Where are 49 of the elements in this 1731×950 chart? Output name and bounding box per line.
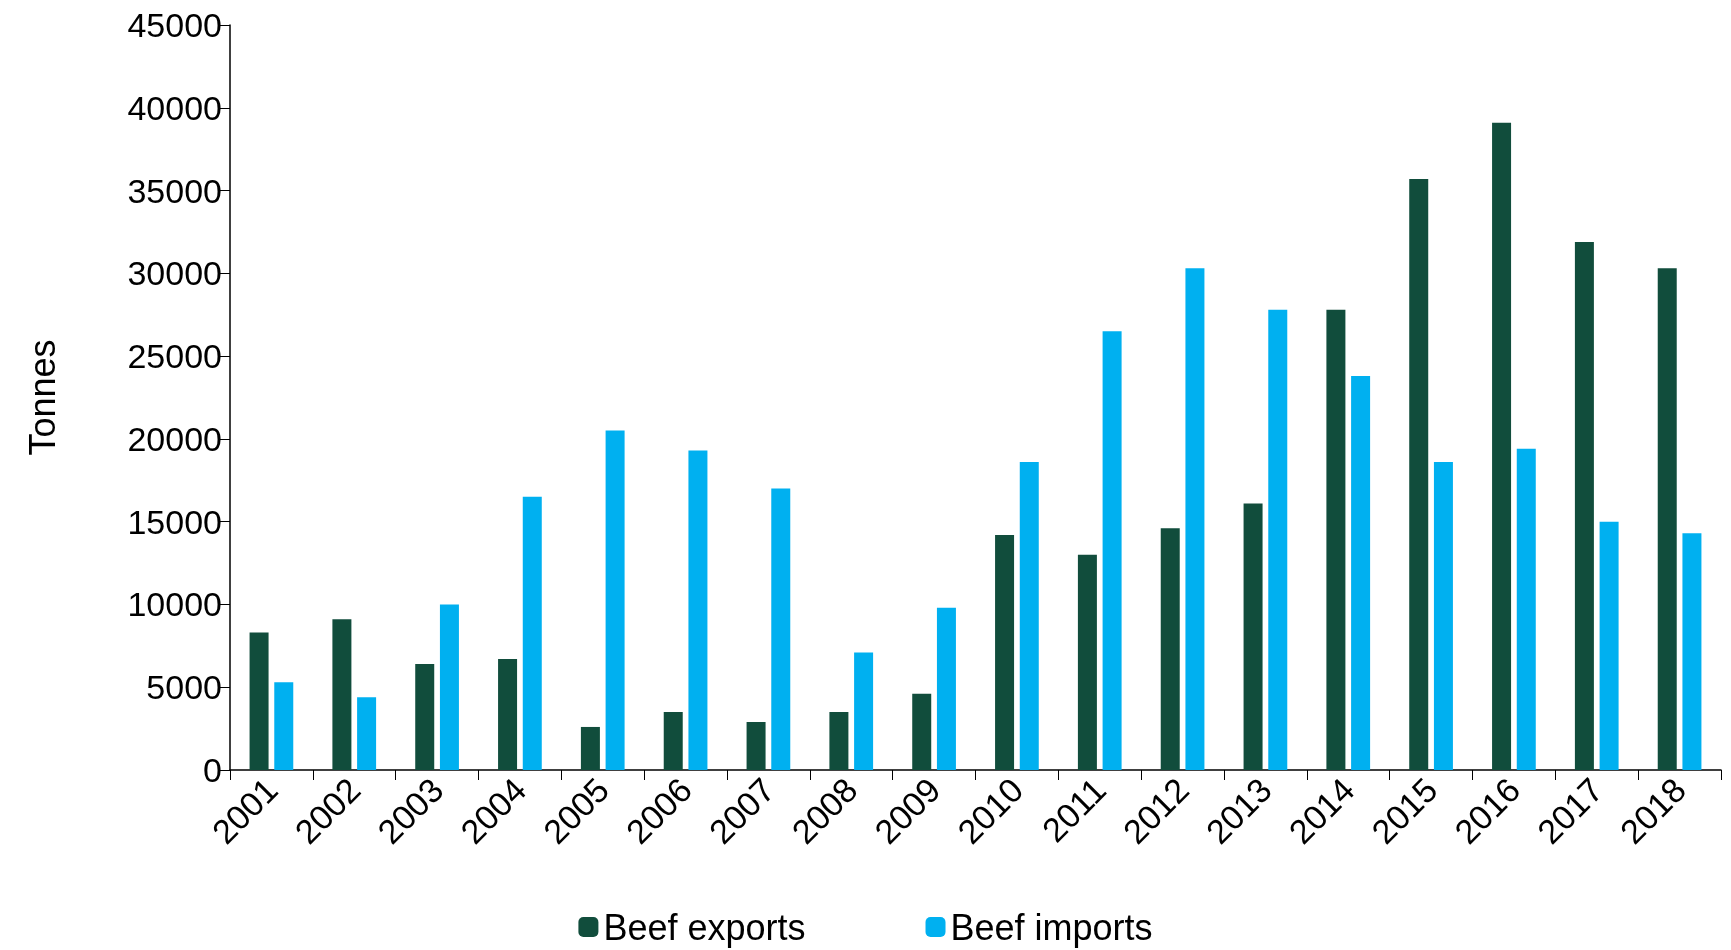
- bar: [1077, 554, 1097, 770]
- bar: [1351, 375, 1371, 770]
- bar: [1516, 448, 1536, 770]
- bar: [498, 659, 518, 770]
- y-tick-label: 10000: [127, 585, 222, 624]
- bar: [1243, 503, 1263, 770]
- bar: [249, 632, 269, 770]
- y-tick-label: 5000: [146, 668, 222, 707]
- bar: [1409, 178, 1429, 770]
- y-axis-title: Tonnes: [21, 339, 63, 456]
- bar: [854, 652, 874, 770]
- bar: [995, 534, 1015, 770]
- legend-label: Beef imports: [950, 906, 1153, 948]
- y-tick-label: 45000: [127, 6, 222, 44]
- bar: [663, 712, 683, 770]
- bar: [1019, 462, 1039, 770]
- bar: [1657, 268, 1677, 770]
- y-tick-label: 30000: [127, 254, 222, 293]
- bar: [912, 693, 932, 770]
- bar: [332, 619, 352, 770]
- bar: [357, 697, 377, 770]
- bar: [580, 726, 600, 770]
- bar: [1599, 521, 1619, 770]
- bar: [936, 607, 956, 770]
- bar: [605, 430, 625, 770]
- y-tick-label: 40000: [127, 88, 222, 127]
- bar: [1102, 331, 1122, 770]
- bar: [1185, 268, 1205, 770]
- y-tick-label: 0: [203, 751, 222, 789]
- bar: [1574, 241, 1594, 770]
- bar: [829, 712, 849, 770]
- bar: [1326, 309, 1346, 770]
- bar: [1433, 462, 1453, 770]
- legend-label: Beef exports: [603, 906, 806, 948]
- bar: [439, 604, 459, 770]
- bar: [1682, 533, 1702, 770]
- y-tick-label: 20000: [127, 419, 222, 458]
- y-tick-label: 35000: [127, 171, 222, 210]
- bar: [415, 664, 435, 770]
- bar: [746, 721, 766, 770]
- bar: [274, 682, 294, 770]
- bar: [1492, 122, 1512, 770]
- y-tick-label: 15000: [127, 502, 222, 541]
- bar: [771, 488, 791, 770]
- bar: [1160, 528, 1180, 770]
- bar: [522, 496, 542, 770]
- y-tick-label: 25000: [127, 337, 222, 376]
- bar: [1268, 309, 1288, 770]
- bar: [688, 450, 708, 770]
